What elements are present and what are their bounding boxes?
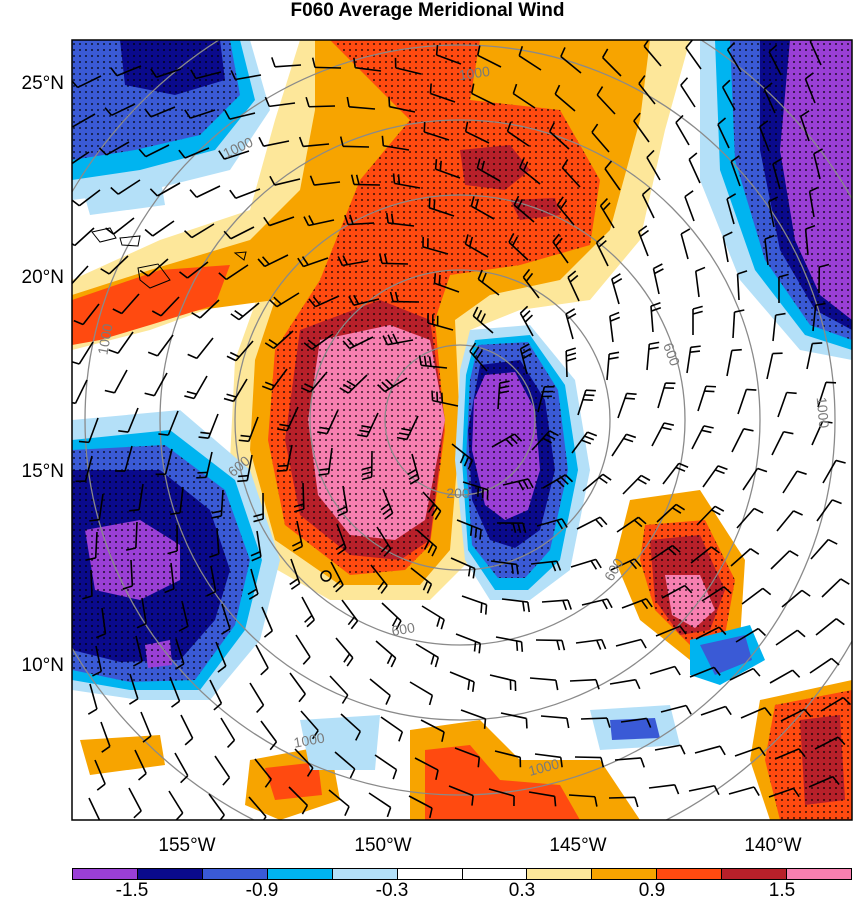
colorbar-label: 0.9 [622,881,682,901]
lon-label-150w: 150°W [333,836,433,856]
colorbar-box [527,869,592,879]
colorbar-label: -0.9 [232,881,292,901]
colorbar-box [73,869,138,879]
colorbar-box [203,869,268,879]
range-ring-label: 1000 [814,396,833,429]
lon-label-155w: 155°W [137,836,237,856]
lat-label-15n: 15°N [2,462,64,482]
lon-label-145w: 145°W [528,836,628,856]
colorbar-label: -0.3 [362,881,422,901]
lat-label-20n: 20°N [2,268,64,288]
colorbar-label: 1.5 [752,881,812,901]
colorbar-box [268,869,333,879]
range-ring-label: 200 [446,485,470,501]
colorbar-box [463,869,528,879]
lat-label-10n: 10°N [2,656,64,676]
colorbar-box [657,869,722,879]
colorbar-box [333,869,398,879]
lat-label-25n: 25°N [2,74,64,94]
chart-title: F060 Average Meridional Wind [0,0,855,22]
colorbar-label: 0.3 [492,881,552,901]
colorbar-box [398,869,463,879]
lon-label-140w: 140°W [723,836,823,856]
colorbar [72,868,852,880]
colorbar-box [592,869,657,879]
colorbar-box [787,869,851,879]
colorbar-box [138,869,203,879]
colorbar-box [722,869,787,879]
colorbar-label: -1.5 [102,881,162,901]
